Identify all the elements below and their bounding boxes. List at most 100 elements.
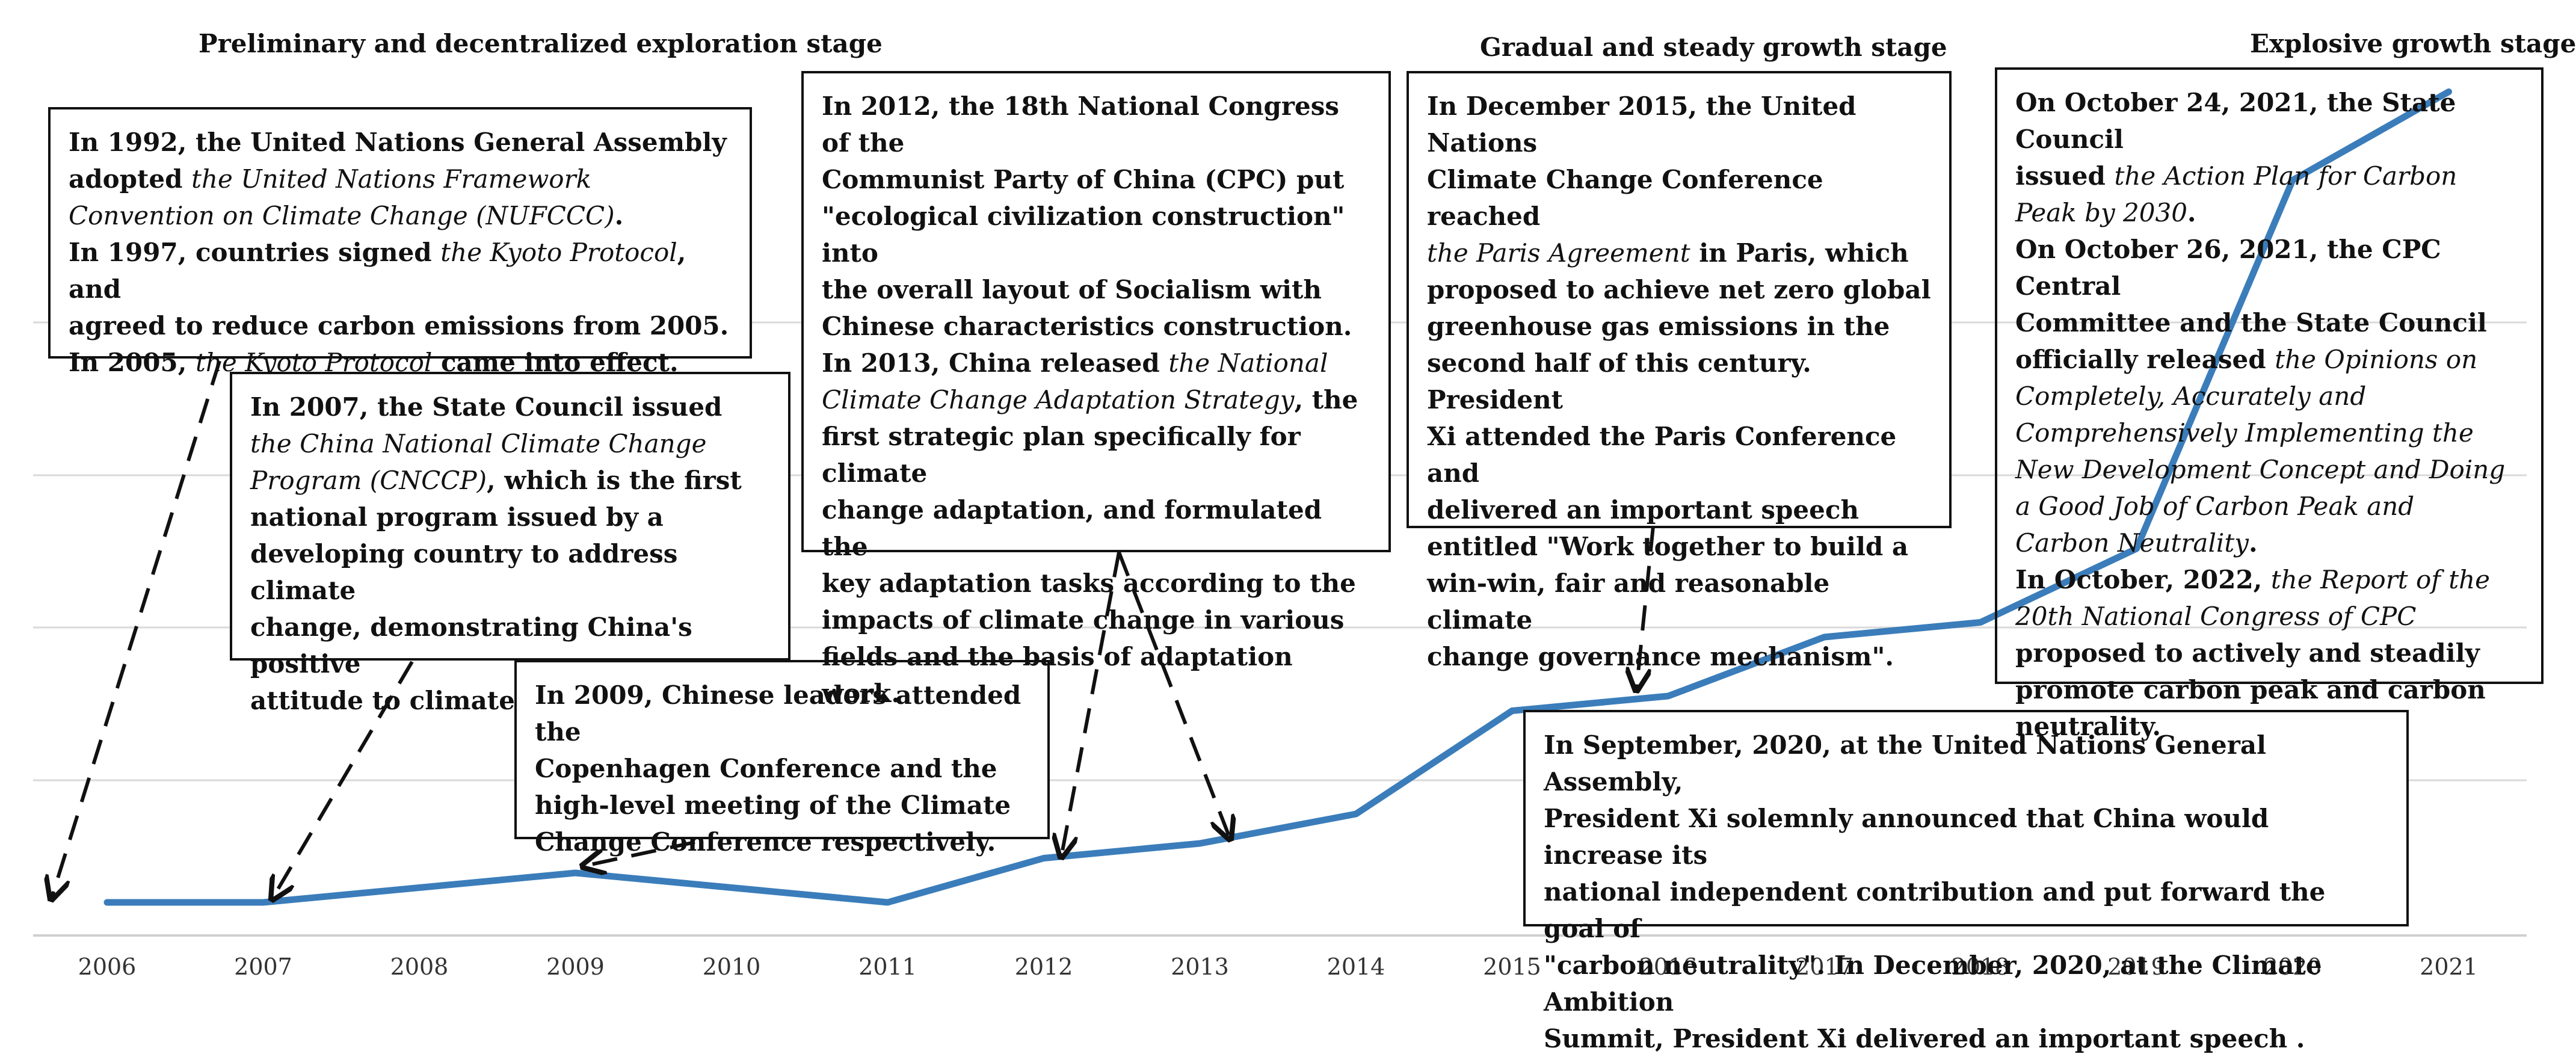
note-line: greenhouse gas emissions in the <box>1427 312 1890 341</box>
x-tick-label: 2006 <box>78 954 137 980</box>
note-line: On October 26, 2021, the CPC Central <box>2015 235 2441 301</box>
data-point <box>2135 547 2138 550</box>
x-tick-label: 2017 <box>1795 954 1853 980</box>
note-line: issued the Action Plan for Carbon <box>2015 161 2457 191</box>
note-line: On October 24, 2021, the State Council <box>2015 88 2456 154</box>
x-tick-label: 2013 <box>1171 954 1229 980</box>
note-line: "carbon neutrality". In December, 2020, … <box>1544 951 2322 1017</box>
note-2007-cnccp: In 2007, the State Council issued the Ch… <box>230 372 790 715</box>
note-line: win-win, fair and reasonable climate <box>1427 569 1830 635</box>
x-tick-label: 2015 <box>1483 954 1541 980</box>
stage-label-exploration: Preliminary and decentralized exploratio… <box>199 29 883 58</box>
data-point <box>1511 709 1514 712</box>
note-line: key adaptation tasks according to the <box>822 569 1356 598</box>
note-line: the overall layout of Socialism with <box>822 275 1322 304</box>
note-line: first strategic plan specifically for cl… <box>822 422 1301 488</box>
x-tick-label: 2016 <box>1639 954 1698 980</box>
note-line: Climate Change Conference reached <box>1427 165 1823 231</box>
note-line: delivered an important speech <box>1427 495 1859 525</box>
note-line: In 2009, Chinese leaders attended the <box>535 680 1021 747</box>
note-line: Xi attended the Paris Conference and <box>1427 422 1897 488</box>
data-point <box>1979 621 1982 624</box>
note-line: In 2013, China released the National <box>822 348 1328 378</box>
note-line: Completely, Accurately and <box>2015 381 2367 411</box>
note-line: "ecological civilization construction" i… <box>822 202 1345 268</box>
x-tick-label: 2007 <box>234 954 292 980</box>
x-tick-label: 2019 <box>2107 954 2166 980</box>
data-point <box>1823 636 1826 638</box>
note-2021-2022-carbon-peak: On October 24, 2021, the State Council i… <box>1995 67 2544 741</box>
x-tick-label: 2008 <box>390 954 449 980</box>
note-line: promote carbon peak and carbon <box>2015 675 2486 704</box>
note-line: 20th National Congress of CPC <box>2015 602 2417 631</box>
note-line: Change Conference respectively. <box>535 827 996 857</box>
note-line: In 2012, the 18th National Congress of t… <box>822 91 1340 158</box>
x-tick-labels: 2006 2007 2008 2009 2010 2011 2012 2013 2014 2015… <box>78 954 2478 980</box>
note-line: the Paris Agreement in Paris, which <box>1427 238 1909 268</box>
note-line: high-level meeting of the Climate <box>535 790 1011 820</box>
x-tick-label: 2010 <box>703 954 761 980</box>
note-line: change adaptation, and formulated the <box>822 495 1322 561</box>
note-line: President Xi solemnly announced that Chi… <box>1544 804 2269 870</box>
note-line: In October, 2022, the Report of the <box>2015 565 2490 594</box>
note-line: In December 2015, the United Nations <box>1427 91 1857 158</box>
data-point <box>1043 857 1045 860</box>
data-point <box>262 901 265 904</box>
note-line: Copenhagen Conference and the <box>535 754 997 783</box>
note-line: Communist Party of China (CPC) put <box>822 165 1345 194</box>
note-line: Climate Change Adaptation Strategy, the <box>822 385 1358 414</box>
data-point <box>106 901 108 904</box>
note-line: proposed to actively and steadily <box>2015 638 2480 668</box>
x-tick-label: 2021 <box>2420 954 2478 980</box>
note-1992-unfccc: In 1992, the United Nations General Asse… <box>48 107 752 377</box>
timeline-chart: 2006 2007 2008 2009 2010 2011 2012 2013 2014 2015… <box>33 88 2527 980</box>
note-line: In September, 2020, at the United Nation… <box>1544 730 2266 797</box>
note-line: proposed to achieve net zero global <box>1427 275 1931 304</box>
data-point <box>1198 842 1201 845</box>
note-line: Program (CNCCP), which is the first <box>250 466 742 495</box>
note-line: In 2007, the State Council issued <box>250 392 723 422</box>
note-line: Comprehensively Implementing the <box>2015 418 2474 448</box>
series-line <box>103 88 2452 906</box>
note-line: Carbon Neutrality. <box>2015 528 2258 558</box>
note-line: fields and the basis of adaptation work. <box>822 642 1293 708</box>
note-line: adopted the United Nations Framework <box>69 164 592 194</box>
data-point <box>1355 813 1357 815</box>
note-line: New Development Concept and Doing <box>2015 455 2506 484</box>
note-line: developing country to address climate <box>250 539 678 605</box>
note-line: Convention on Climate Change (NUFCCC). <box>69 201 624 230</box>
data-point <box>886 901 889 904</box>
note-line: officially released the Opinions on <box>2015 345 2478 374</box>
note-2015-paris: In December 2015, the United Nations Cli… <box>1407 71 1952 671</box>
note-line: Committee and the State Council <box>2015 308 2487 337</box>
note-line: In 1992, the United Nations General Asse… <box>69 128 727 157</box>
data-point <box>418 886 421 889</box>
data-points <box>106 90 2450 904</box>
note-line: Peak by 2030. <box>2015 198 2196 227</box>
x-tick-label: 2011 <box>858 954 917 980</box>
note-line: entitled "Work together to build a <box>1427 532 1909 561</box>
note-line: national program issued by a <box>250 502 664 532</box>
note-2012-2013: In 2012, the 18th National Congress of t… <box>801 71 1391 708</box>
data-point <box>2447 90 2450 93</box>
note-line: a Good Job of Carbon Peak and <box>2015 492 2415 521</box>
stage-label-steady-growth: Gradual and steady growth stage <box>1480 32 1947 62</box>
note-line: In 1997, countries signed the Kyoto Prot… <box>69 238 686 304</box>
x-tick-label: 2018 <box>1952 954 2010 980</box>
data-point <box>574 872 577 874</box>
note-2009-copenhagen: In 2009, Chinese leaders attended the Co… <box>514 660 1050 857</box>
note-line: agreed to reduce carbon emissions from 2… <box>69 311 729 341</box>
note-line: national independent contribution and pu… <box>1544 877 2326 943</box>
note-line: Summit, President Xi delivered an import… <box>1544 1024 2305 1053</box>
x-tick-label: 2012 <box>1015 954 1073 980</box>
note-line: change governance mechanism". <box>1427 642 1894 671</box>
data-point <box>2291 179 2294 182</box>
x-tick-label: 2020 <box>2264 954 2322 980</box>
note-line: second half of this century. President <box>1427 348 1811 414</box>
note-line: neutrality. <box>2015 712 2162 741</box>
data-point <box>1667 695 1669 697</box>
note-line: the China National Climate Change <box>250 429 707 458</box>
note-line: Chinese characteristics construction. <box>822 312 1352 341</box>
x-tick-label: 2009 <box>546 954 605 980</box>
x-tick-label: 2014 <box>1327 954 1385 980</box>
